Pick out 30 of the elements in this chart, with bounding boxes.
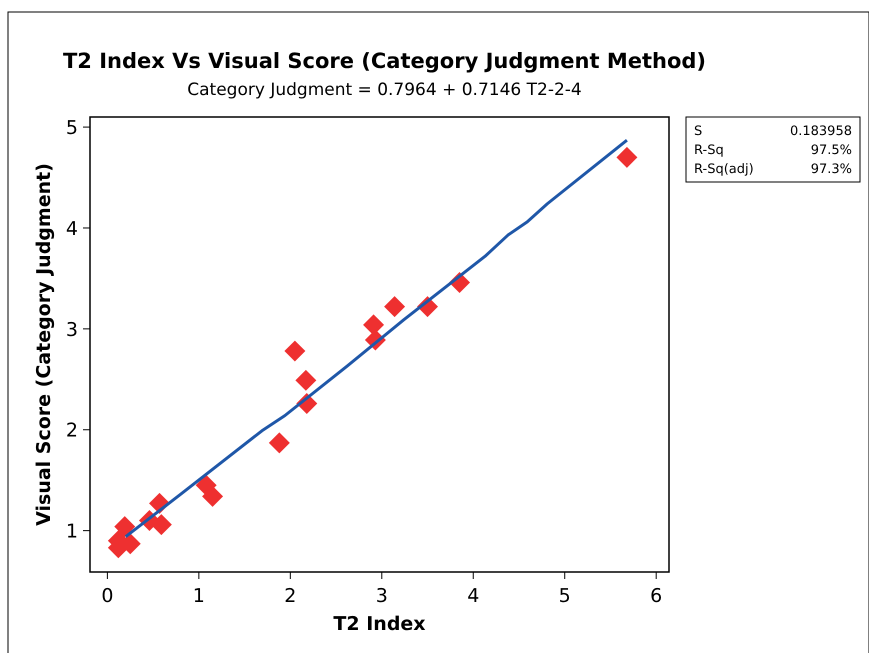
text: R-Sq bbox=[694, 143, 724, 158]
y-axis-title: Visual Score (Category Judgment) bbox=[33, 163, 55, 526]
chart-subtitle: Category Judgment = 0.7964 + 0.7146 T2-2-4 bbox=[187, 80, 582, 100]
x-axis-title: T2 Index bbox=[333, 613, 426, 635]
point bbox=[284, 340, 306, 362]
x-tick-label: 1 bbox=[192, 585, 205, 607]
y-tick-label: 3 bbox=[66, 318, 78, 341]
point bbox=[202, 486, 224, 507]
text: 0.183958 bbox=[790, 124, 852, 139]
x-tick-label: 0 bbox=[101, 585, 114, 607]
y-tick-label: 1 bbox=[66, 520, 78, 543]
y-tick-label: 2 bbox=[66, 420, 78, 442]
x-tick-label: 6 bbox=[650, 585, 662, 607]
point bbox=[616, 146, 638, 168]
chart-title: T2 Index Vs Visual Score (Category Judgment Method) bbox=[62, 49, 706, 73]
point bbox=[268, 432, 290, 454]
point bbox=[363, 314, 384, 336]
text: 97.5% bbox=[810, 143, 852, 158]
text: 97.3% bbox=[810, 162, 852, 177]
text: S bbox=[694, 124, 702, 139]
point bbox=[114, 516, 136, 538]
point bbox=[295, 370, 316, 391]
x-tick-label: 5 bbox=[558, 585, 571, 607]
x-tick-label: 4 bbox=[467, 585, 480, 607]
point bbox=[384, 296, 406, 318]
text: R-Sq(adj) bbox=[694, 162, 754, 177]
x-tick-label: 2 bbox=[284, 585, 296, 607]
y-tick-label: 5 bbox=[66, 117, 78, 140]
x-tick-label: 3 bbox=[376, 585, 388, 607]
y-tick-label: 4 bbox=[66, 218, 78, 240]
